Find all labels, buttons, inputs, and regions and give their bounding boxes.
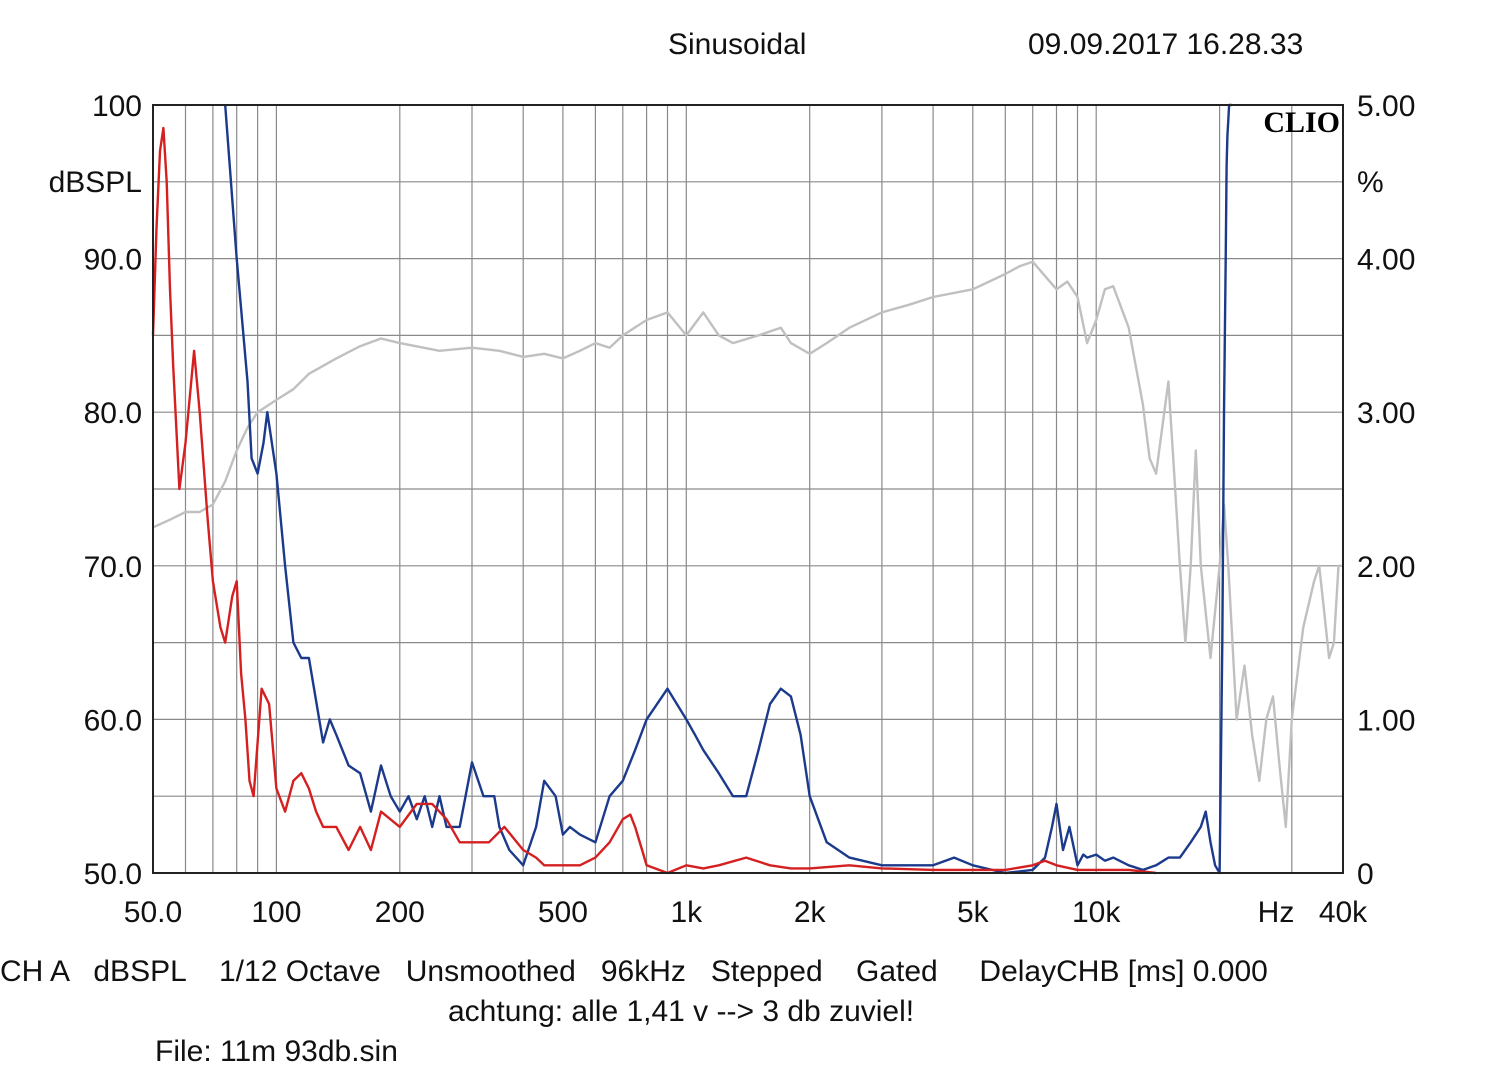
x-tick-label: 50.0	[124, 896, 182, 929]
left-tick-label: 100	[92, 90, 142, 123]
x-tick-label: 100	[251, 896, 301, 929]
x-tick-label: 500	[538, 896, 588, 929]
chart-ticks: 50.0 100 200 500 1k 2k 5k 10k 40k 100 90.0 80.0 70.0…	[84, 90, 1416, 929]
left-tick-label: 70.0	[84, 551, 142, 584]
right-tick-label: 1.00	[1357, 704, 1415, 737]
comment-line: achtung: alle 1,41 v --> 3 db zuviel!	[448, 995, 915, 1028]
right-tick-label: 5.00	[1357, 90, 1415, 123]
plot-frame	[152, 104, 1344, 874]
x-tick-label: 2k	[794, 896, 827, 929]
series-line-distortion-red	[151, 126, 1157, 875]
series-line-distortion-blue	[224, 103, 1233, 875]
x-tick-label: 200	[375, 896, 425, 929]
chart-grid	[153, 105, 1343, 873]
left-tick-label: 50.0	[84, 858, 142, 891]
settings-line: CH A dBSPL 1/12 Octave Unsmoothed 96kHz …	[0, 955, 1268, 988]
right-tick-label: 0	[1357, 858, 1374, 891]
chart: 50.0 100 200 500 1k 2k 5k 10k 40k 100 90.0 80.0 70.0…	[49, 90, 1416, 929]
left-axis-unit: dBSPL	[49, 166, 142, 199]
measurement-mode: Sinusoidal	[668, 28, 807, 61]
left-tick-label: 60.0	[84, 704, 142, 737]
right-tick-label: 3.00	[1357, 397, 1415, 430]
x-tick-label: 40k	[1319, 896, 1368, 929]
right-tick-label: 2.00	[1357, 551, 1415, 584]
left-tick-label: 90.0	[84, 244, 142, 277]
right-axis-unit: %	[1357, 166, 1384, 199]
series-line-response	[152, 260, 1343, 829]
file-line: File: 11m 93db.sin	[155, 1035, 398, 1068]
left-tick-label: 80.0	[84, 397, 142, 430]
right-tick-label: 4.00	[1357, 244, 1415, 277]
chart-series	[151, 103, 1343, 875]
x-tick-label: 1k	[670, 896, 703, 929]
x-tick-label: 5k	[957, 896, 990, 929]
timestamp: 09.09.2017 16.28.33	[1028, 28, 1304, 61]
x-axis-unit: Hz	[1258, 896, 1295, 929]
clio-logo: CLIO	[1263, 106, 1340, 139]
x-tick-label: 10k	[1072, 896, 1121, 929]
